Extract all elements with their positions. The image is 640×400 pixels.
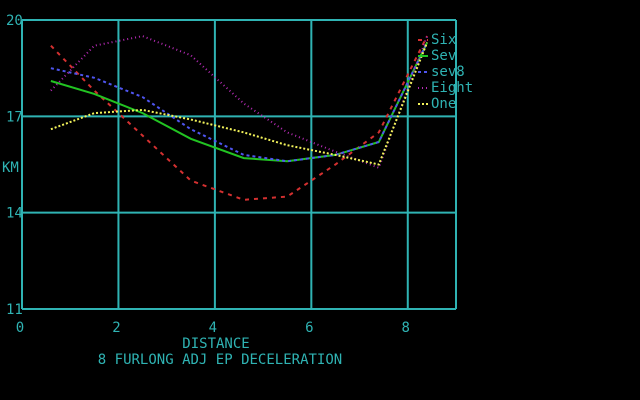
x-tick-label: 2	[112, 320, 120, 336]
series-line-one	[50, 42, 429, 166]
series-line-six	[50, 35, 428, 201]
legend-label: Sev	[431, 48, 456, 64]
legend-label: sev8	[431, 64, 465, 80]
y-axis-label: KM	[2, 160, 19, 176]
x-axis-label: DISTANCE	[182, 336, 249, 352]
y-tick-label: 14	[6, 206, 23, 222]
series-line-eight	[50, 35, 429, 169]
x-tick-label: 6	[305, 320, 313, 336]
x-tick-label: 8	[402, 320, 410, 336]
legend-label: Six	[431, 32, 456, 48]
series-line-sev8	[50, 42, 428, 163]
grid-lines	[21, 19, 457, 310]
y-tick-label: 17	[6, 109, 23, 125]
series-line-sev	[50, 42, 428, 163]
y-tick-label: 20	[6, 13, 23, 29]
x-tick-label: 4	[209, 320, 217, 336]
legend-label: Eight	[431, 80, 473, 96]
chart-subtitle: 8 FURLONG ADJ EP DECELERATION	[98, 352, 342, 368]
x-tick-label: 0	[16, 320, 24, 336]
y-tick-label: 11	[6, 302, 23, 318]
legend-label: One	[431, 96, 456, 112]
tick-labels: 11 14 17 20 0 2 4 6 8	[6, 13, 410, 336]
series-lines	[50, 35, 429, 201]
